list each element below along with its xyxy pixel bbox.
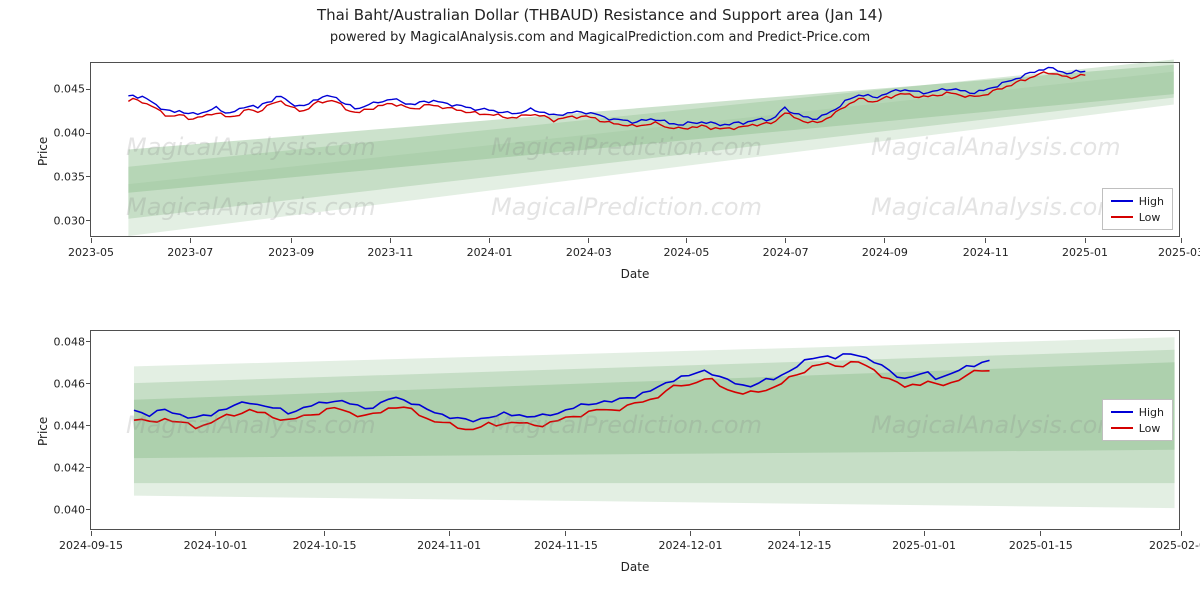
chart-panel-top: MagicalAnalysis.com MagicalPrediction.co… <box>90 62 1180 237</box>
x-tick-label: 2025-03 <box>1158 236 1200 259</box>
legend-label-high: High <box>1139 195 1164 208</box>
legend-label-low: Low <box>1139 422 1161 435</box>
x-tick-label: 2024-07 <box>763 236 809 259</box>
x-tick-label: 2024-12-15 <box>768 529 832 552</box>
y-tick-label: 0.048 <box>54 335 92 348</box>
x-axis-label-top: Date <box>90 267 1180 281</box>
y-axis-label-bottom: Price <box>36 417 50 446</box>
chart-svg-bottom <box>91 331 1179 529</box>
x-tick-label: 2024-11 <box>963 236 1009 259</box>
x-tick-label: 2023-07 <box>167 236 213 259</box>
x-tick-label: 2023-05 <box>68 236 114 259</box>
x-axis-label-bottom: Date <box>90 560 1180 574</box>
y-tick-label: 0.044 <box>54 419 92 432</box>
legend-label-low: Low <box>1139 211 1161 224</box>
y-tick-label: 0.040 <box>54 503 92 516</box>
legend: High Low <box>1102 399 1173 441</box>
x-tick-label: 2025-01-15 <box>1009 529 1073 552</box>
x-tick-label: 2024-05 <box>663 236 709 259</box>
chart-svg-top <box>91 63 1179 236</box>
x-tick-label: 2025-02-01 <box>1149 529 1200 552</box>
chart-panel-bottom: MagicalAnalysis.com MagicalPrediction.co… <box>90 330 1180 530</box>
x-tick-label: 2023-09 <box>268 236 314 259</box>
x-tick-label: 2024-12-01 <box>659 529 723 552</box>
legend-item-low: Low <box>1111 209 1164 225</box>
x-tick-label: 2024-11-15 <box>534 529 598 552</box>
chart-title: Thai Baht/Australian Dollar (THBAUD) Res… <box>0 6 1200 24</box>
legend-item-low: Low <box>1111 420 1164 436</box>
x-tick-label: 2024-10-15 <box>293 529 357 552</box>
y-axis-label-top: Price <box>36 136 50 165</box>
y-tick-label: 0.040 <box>54 127 92 140</box>
y-tick-label: 0.046 <box>54 377 92 390</box>
support-resistance-band <box>128 65 1173 193</box>
x-tick-label: 2023-11 <box>367 236 413 259</box>
chart-subtitle: powered by MagicalAnalysis.com and Magic… <box>0 30 1200 45</box>
legend-swatch-high <box>1111 411 1133 413</box>
y-tick-label: 0.042 <box>54 461 92 474</box>
y-tick-label: 0.045 <box>54 83 92 96</box>
legend-swatch-low <box>1111 427 1133 429</box>
x-tick-label: 2024-10-01 <box>184 529 248 552</box>
figure: Thai Baht/Australian Dollar (THBAUD) Res… <box>0 0 1200 600</box>
legend-swatch-high <box>1111 200 1133 202</box>
x-tick-label: 2024-01 <box>467 236 513 259</box>
x-tick-label: 2024-03 <box>566 236 612 259</box>
legend-item-high: High <box>1111 404 1164 420</box>
x-tick-label: 2024-09 <box>862 236 908 259</box>
legend: High Low <box>1102 188 1173 230</box>
y-tick-label: 0.035 <box>54 170 92 183</box>
legend-item-high: High <box>1111 193 1164 209</box>
x-tick-label: 2024-11-01 <box>417 529 481 552</box>
x-tick-label: 2025-01-01 <box>892 529 956 552</box>
legend-swatch-low <box>1111 216 1133 218</box>
x-tick-label: 2025-01 <box>1062 236 1108 259</box>
y-tick-label: 0.030 <box>54 214 92 227</box>
x-tick-label: 2024-09-15 <box>59 529 123 552</box>
legend-label-high: High <box>1139 406 1164 419</box>
